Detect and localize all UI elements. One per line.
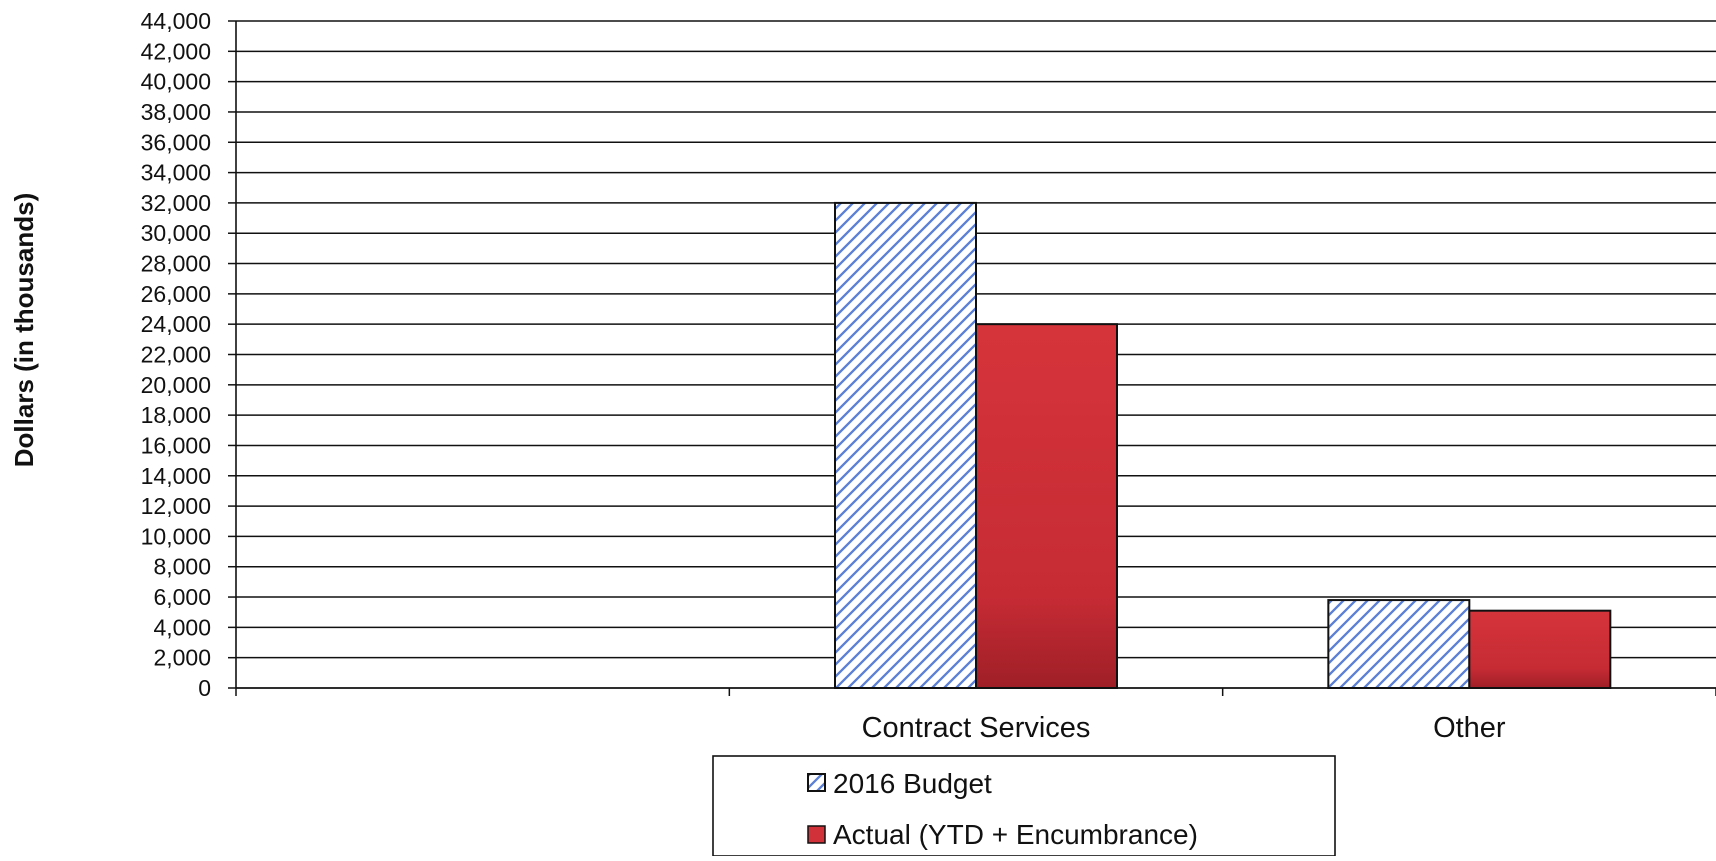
legend: 2016 Budget Actual (YTD + Encumbrance) <box>712 755 1336 857</box>
y-tick-label: 16,000 <box>141 432 211 458</box>
y-tick-label: 30,000 <box>141 220 211 246</box>
x-tick-labels: Contract Services Other <box>862 712 1506 744</box>
y-tick-labels: 0 2,000 4,000 6,000 8,000 10,000 12,000 14,000 1… <box>141 8 211 701</box>
y-tick-label: 20,000 <box>141 372 211 398</box>
bar-budget <box>1327 599 1471 689</box>
y-tick-label: 26,000 <box>141 281 211 307</box>
axes <box>228 20 1716 696</box>
y-tick-label: 36,000 <box>141 129 211 155</box>
y-tick-label: 28,000 <box>141 251 211 277</box>
y-tick-label: 14,000 <box>141 463 211 489</box>
y-tick-label: 10,000 <box>141 523 211 549</box>
y-tick-label: 4,000 <box>153 614 211 640</box>
bar-actual <box>975 323 1118 689</box>
legend-swatch-actual <box>807 825 826 844</box>
y-tick-label: 24,000 <box>141 311 211 337</box>
x-tick-label: Contract Services <box>862 712 1091 744</box>
y-tick-label: 2,000 <box>153 645 211 671</box>
bar-budget <box>834 201 977 689</box>
y-tick-label: 40,000 <box>141 69 211 95</box>
y-tick-label: 32,000 <box>141 190 211 216</box>
y-tick-label: 8,000 <box>153 554 211 580</box>
y-tick-label: 18,000 <box>141 402 211 428</box>
legend-label-budget: 2016 Budget <box>833 768 992 799</box>
y-axis-title: Dollars (in thousands) <box>9 193 39 467</box>
y-tick-label: 42,000 <box>141 38 211 64</box>
legend-swatch-budget <box>807 773 826 792</box>
bars <box>834 201 1612 690</box>
y-tick-label: 34,000 <box>141 160 211 186</box>
y-tick-label: 22,000 <box>141 342 211 368</box>
y-tick-label: 12,000 <box>141 493 211 519</box>
legend-label-actual: Actual (YTD + Encumbrance) <box>833 819 1198 850</box>
bar-actual <box>1468 609 1612 690</box>
y-tick-label: 0 <box>198 675 211 701</box>
y-tick-label: 38,000 <box>141 99 211 125</box>
y-tick-label: 6,000 <box>153 584 211 610</box>
y-tick-label: 44,000 <box>141 8 211 34</box>
x-tick-label: Other <box>1433 712 1506 744</box>
